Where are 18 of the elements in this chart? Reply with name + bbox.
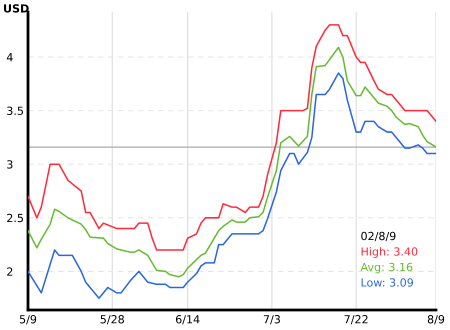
x-tick-label: 5/9 (20, 315, 36, 324)
y-tick-label: 2 (7, 267, 12, 276)
y-axis-title: USD (4, 4, 29, 13)
x-tick-label: 7/3 (264, 315, 280, 324)
annotation: Avg: 3.16 (360, 262, 412, 274)
y-tick-label: 4 (6, 53, 13, 62)
annotation: Low: 3.09 (362, 278, 414, 287)
annotation: 02/8/9 (361, 232, 396, 242)
x-tick-label: 7/22 (344, 315, 368, 324)
line-series (28, 72, 436, 299)
x-tick-label: 6/14 (176, 315, 200, 324)
y-tick-label: 3 (7, 160, 12, 169)
x-tick-label: 8/9 (428, 315, 444, 324)
x-tick-label: 5/28 (100, 315, 124, 324)
y-tick-label: 3.5 (7, 106, 23, 115)
annotation: High: 3.40 (362, 247, 418, 258)
line-series (28, 46, 436, 278)
y-tick-label: 2.5 (7, 214, 23, 222)
